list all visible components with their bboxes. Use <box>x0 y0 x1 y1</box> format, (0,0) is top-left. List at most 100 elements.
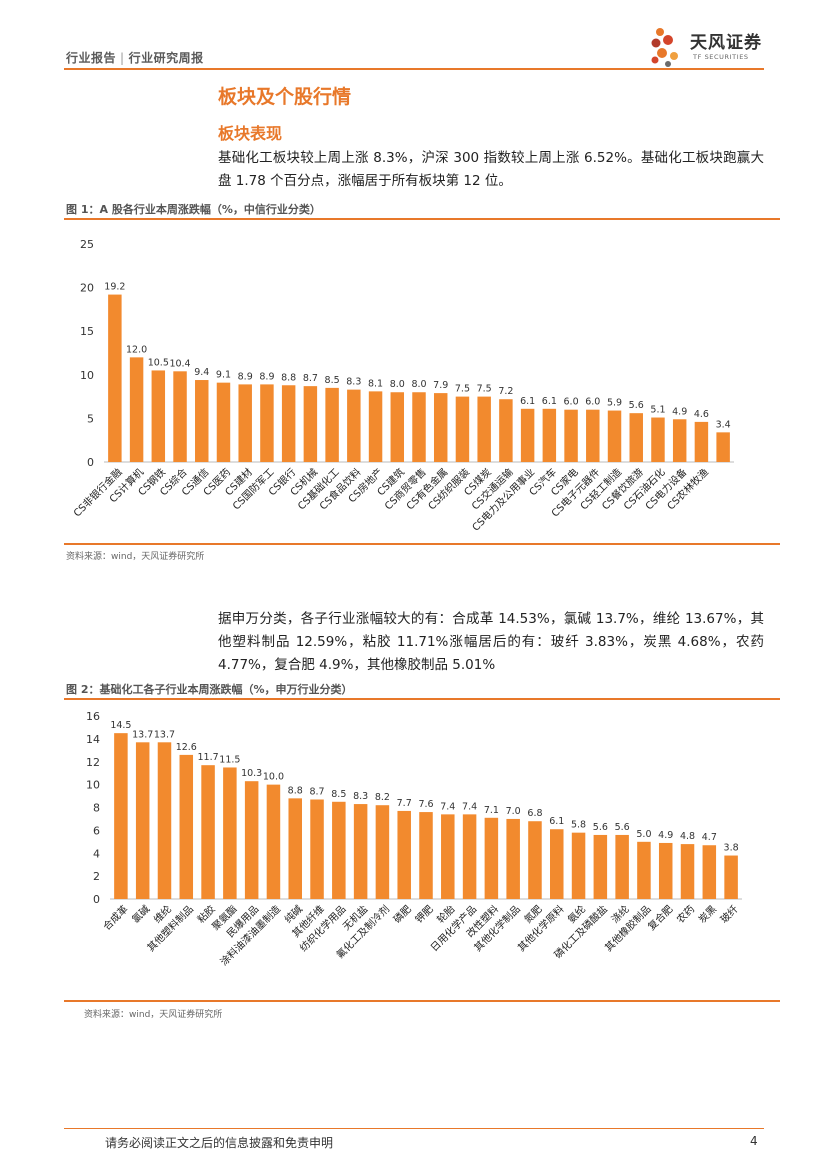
bar <box>615 834 629 899</box>
figure1-bottom-rule <box>64 543 780 545</box>
bar-value-label: 11.5 <box>219 754 240 765</box>
y-tick-label: 2 <box>93 870 100 883</box>
bar-value-label: 10.3 <box>241 768 262 779</box>
bar-value-label: 4.8 <box>680 831 695 842</box>
footer-disclaimer: 请务必阅读正文之后的信息披露和免责申明 <box>105 1136 334 1150</box>
bar-value-label: 4.9 <box>672 406 687 417</box>
bar <box>353 804 368 899</box>
bar-value-label: 8.9 <box>259 371 274 382</box>
bar <box>586 409 600 462</box>
y-tick-label: 4 <box>93 847 100 860</box>
y-tick-label: 10 <box>86 779 100 792</box>
bar <box>216 382 231 462</box>
flower-logo-icon <box>651 28 678 67</box>
section-title: 板块及个股行情 <box>218 86 352 108</box>
bar-value-label: 7.5 <box>477 384 492 395</box>
bar-value-label: 4.6 <box>694 409 709 420</box>
bar-value-label: 5.8 <box>571 820 586 831</box>
bar-value-label: 13.7 <box>154 729 175 740</box>
bar-value-label: 6.8 <box>527 808 542 819</box>
bar <box>607 410 622 462</box>
bar <box>716 432 730 462</box>
bar <box>179 754 194 899</box>
bar-value-label: 10.5 <box>148 357 169 368</box>
bar <box>462 814 477 899</box>
bar <box>368 391 383 462</box>
bar <box>520 408 535 462</box>
company-logo: 天风证券 TF SECURITIES <box>648 26 768 70</box>
y-tick-label: 15 <box>80 325 94 338</box>
bar <box>281 385 296 462</box>
logo-name-en: TF SECURITIES <box>693 53 749 61</box>
bar <box>129 357 144 462</box>
bar-value-label: 7.2 <box>498 386 513 397</box>
bar <box>637 841 651 899</box>
y-tick-label: 20 <box>80 282 94 295</box>
section-subtitle: 板块表现 <box>218 124 283 143</box>
bar-value-label: 5.6 <box>593 822 608 833</box>
bar-value-label: 6.1 <box>520 396 535 407</box>
bar-value-label: 8.8 <box>281 372 296 383</box>
bar-value-label: 10.0 <box>263 772 284 783</box>
bar <box>593 834 608 899</box>
header-separator: | <box>120 51 125 65</box>
bar-value-label: 5.6 <box>629 400 644 411</box>
category-label: 钾肥 <box>412 902 435 925</box>
summary-paragraph-1: 基础化工板块较上周上涨 8.3%，沪深 300 指数较上周上涨 6.52%。基础… <box>218 150 764 189</box>
bar <box>433 393 448 462</box>
figure1-title: 图 1：A 股各行业本周涨跌幅（%，中信行业分类） <box>66 203 321 216</box>
y-tick-label: 14 <box>86 733 100 746</box>
bar <box>347 389 361 462</box>
footer-rule <box>64 1128 764 1129</box>
y-tick-label: 0 <box>87 456 94 469</box>
bar-value-label: 7.4 <box>462 801 477 812</box>
bar-value-label: 5.9 <box>607 398 622 409</box>
bar <box>542 408 557 462</box>
bar-value-label: 8.5 <box>331 789 346 800</box>
bar-value-label: 7.9 <box>433 380 448 391</box>
bar-value-label: 12.6 <box>176 742 197 753</box>
bar-value-label: 4.9 <box>658 830 673 841</box>
bar-value-label: 13.7 <box>132 729 153 740</box>
y-tick-label: 10 <box>80 369 94 382</box>
bar <box>195 380 209 462</box>
bar <box>108 294 122 462</box>
category-label: 农药 <box>674 902 697 925</box>
page-number: 4 <box>750 1134 758 1148</box>
category-label: 复合肥 <box>645 902 675 932</box>
bar-value-label: 8.7 <box>309 786 324 797</box>
bar <box>310 799 324 899</box>
bar-value-label: 6.1 <box>542 396 557 407</box>
figure2-bar-chart: 024681012141614.5合成革13.7氯碱13.7维纶12.6其他塑料… <box>86 710 742 968</box>
bar-value-label: 14.5 <box>110 720 131 731</box>
bar-value-label: 3.8 <box>724 843 739 854</box>
y-tick-label: 25 <box>80 238 94 251</box>
bar <box>223 767 237 899</box>
bar <box>528 821 542 899</box>
category-label: 炭黑 <box>696 903 719 926</box>
bar-value-label: 6.0 <box>585 397 600 408</box>
bar <box>499 399 513 462</box>
bar <box>266 784 281 899</box>
figure2-bottom-rule <box>64 1000 780 1002</box>
report-subtype: 行业研究周报 <box>128 51 204 65</box>
bar <box>288 798 302 899</box>
bar <box>114 733 128 899</box>
bar <box>325 387 339 462</box>
bar <box>412 392 426 462</box>
figure2-source: 资料来源：wind，天风证券研究所 <box>84 1010 223 1020</box>
y-tick-label: 5 <box>87 412 94 425</box>
y-tick-label: 0 <box>93 893 100 906</box>
bar-value-label: 6.1 <box>549 816 564 827</box>
bar <box>151 370 166 462</box>
bar <box>135 742 150 899</box>
bar <box>694 421 709 462</box>
bar-value-label: 19.2 <box>104 282 125 293</box>
report-header: 行业报告 | 行业研究周报 <box>66 49 204 66</box>
bar <box>702 845 717 899</box>
summary-paragraph-2: 据申万分类，各子行业涨幅较大的有：合成革 14.53%，氯碱 13.7%，维纶 … <box>218 611 764 673</box>
bar-value-label: 8.7 <box>303 373 318 384</box>
bar-value-label: 8.3 <box>346 377 361 388</box>
bar-value-label: 6.0 <box>564 397 579 408</box>
bar-value-label: 9.1 <box>216 370 231 381</box>
